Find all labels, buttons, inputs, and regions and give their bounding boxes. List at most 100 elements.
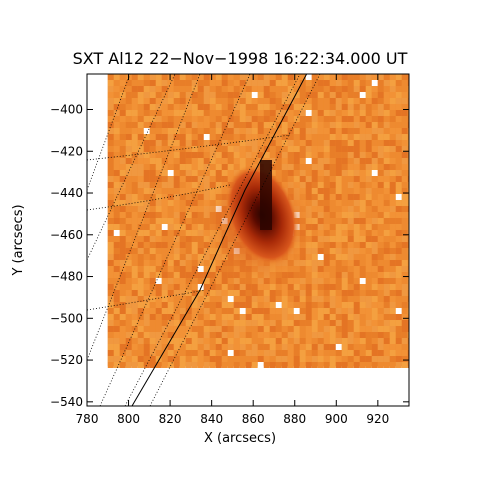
image-pixel: [203, 362, 210, 368]
image-pixel: [407, 170, 409, 176]
image-pixel: [155, 98, 162, 104]
image-pixel: [383, 272, 390, 278]
image-pixel: [215, 128, 222, 134]
image-pixel: [317, 182, 324, 188]
image-pixel: [113, 92, 120, 98]
image-pixel: [221, 158, 228, 164]
image-pixel: [113, 308, 120, 314]
image-pixel: [191, 116, 198, 122]
image-pixel: [191, 272, 198, 278]
image-pixel: [275, 164, 282, 170]
image-pixel: [359, 326, 366, 332]
image-pixel: [323, 158, 330, 164]
image-pixel: [191, 158, 198, 164]
image-pixel: [311, 266, 318, 272]
image-pixel: [233, 98, 240, 104]
image-pixel: [125, 194, 132, 200]
image-pixel: [143, 212, 150, 218]
image-pixel: [299, 170, 306, 176]
image-pixel: [383, 284, 390, 290]
image-pixel: [137, 110, 144, 116]
image-pixel: [119, 80, 126, 86]
image-pixel: [119, 344, 126, 350]
image-pixel: [149, 362, 156, 368]
image-pixel: [155, 284, 162, 290]
image-pixel: [281, 98, 288, 104]
image-pixel: [119, 134, 126, 140]
image-pixel: [365, 164, 372, 170]
image-pixel: [233, 308, 240, 314]
image-pixel: [227, 350, 234, 356]
image-pixel: [227, 332, 234, 338]
image-pixel: [305, 290, 312, 296]
image-pixel: [191, 74, 198, 80]
image-pixel: [287, 158, 294, 164]
image-pixel: [365, 242, 372, 248]
image-pixel: [137, 170, 144, 176]
image-pixel: [167, 230, 174, 236]
image-pixel: [305, 98, 312, 104]
image-pixel: [329, 218, 336, 224]
image-pixel: [377, 278, 384, 284]
image-pixel: [341, 134, 348, 140]
image-pixel: [149, 200, 156, 206]
image-pixel: [215, 86, 222, 92]
image-pixel: [329, 254, 336, 260]
image-pixel: [335, 128, 342, 134]
image-pixel: [365, 92, 372, 98]
image-pixel: [371, 104, 378, 110]
image-pixel: [341, 278, 348, 284]
image-pixel: [293, 338, 300, 344]
image-pixel: [155, 182, 162, 188]
image-pixel: [155, 260, 162, 266]
image-pixel: [365, 350, 372, 356]
image-pixel: [143, 338, 150, 344]
image-pixel: [227, 92, 234, 98]
image-pixel: [335, 158, 342, 164]
image-pixel: [377, 350, 384, 356]
image-pixel: [179, 134, 186, 140]
image-pixel: [215, 104, 222, 110]
image-pixel: [371, 296, 378, 302]
image-pixel: [263, 74, 270, 80]
image-pixel: [125, 176, 132, 182]
image-pixel: [179, 260, 186, 266]
image-pixel: [137, 182, 144, 188]
image-pixel: [371, 170, 378, 176]
image-pixel: [221, 302, 228, 308]
image-pixel: [299, 110, 306, 116]
image-pixel: [185, 332, 192, 338]
image-pixel: [197, 98, 204, 104]
image-pixel: [143, 134, 150, 140]
image-pixel: [347, 182, 354, 188]
image-pixel: [395, 140, 402, 146]
image-pixel: [107, 344, 114, 350]
image-pixel: [149, 140, 156, 146]
image-pixel: [239, 140, 246, 146]
image-pixel: [197, 152, 204, 158]
image-pixel: [287, 74, 294, 80]
image-pixel: [119, 188, 126, 194]
image-pixel: [389, 308, 396, 314]
image-pixel: [185, 170, 192, 176]
image-pixel: [365, 332, 372, 338]
image-pixel: [347, 164, 354, 170]
image-pixel: [329, 236, 336, 242]
image-pixel: [353, 122, 360, 128]
image-pixel: [173, 146, 180, 152]
image-pixel: [275, 104, 282, 110]
image-pixel: [305, 140, 312, 146]
image-pixel: [401, 86, 408, 92]
image-pixel: [125, 116, 132, 122]
image-pixel: [365, 140, 372, 146]
image-pixel: [389, 158, 396, 164]
image-pixel: [311, 296, 318, 302]
image-pixel: [275, 98, 282, 104]
image-pixel: [167, 302, 174, 308]
image-pixel: [125, 98, 132, 104]
image-pixel: [239, 104, 246, 110]
image-pixel: [317, 284, 324, 290]
y-tick-label: −400: [50, 102, 83, 116]
image-pixel: [251, 110, 258, 116]
image-pixel: [179, 338, 186, 344]
